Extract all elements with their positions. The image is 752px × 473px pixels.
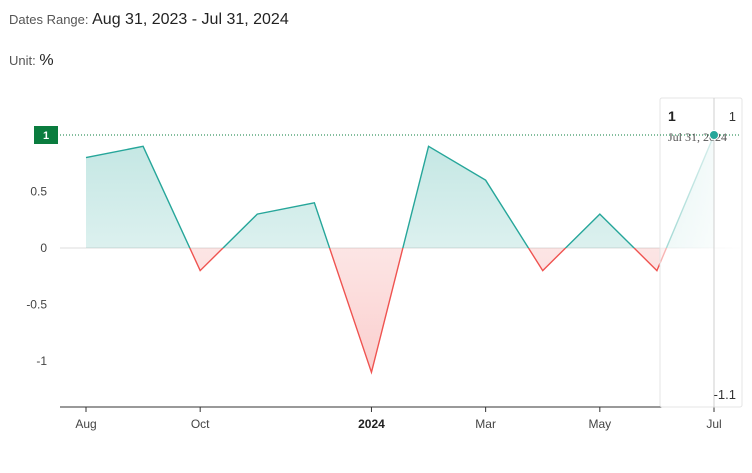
area-negative <box>86 248 714 373</box>
data-point[interactable] <box>141 144 145 148</box>
series-line-negative <box>189 248 668 375</box>
y-value-badge-text: 1 <box>43 130 49 142</box>
tooltip-value: 1 <box>668 108 676 124</box>
y-axis-ticks: 1 0.5 0 -0.5 -1 <box>26 128 47 368</box>
series-line-positive <box>85 134 715 248</box>
tooltip-panel <box>659 97 743 408</box>
data-point[interactable] <box>198 269 202 273</box>
dates-range-label: Dates Range: <box>9 12 89 27</box>
x-tick-label: Mar <box>475 417 496 431</box>
y-value-badge <box>34 126 58 144</box>
tooltip-max-label: 1 <box>729 109 736 124</box>
x-tick-label: May <box>588 417 611 431</box>
dates-range-value: Aug 31, 2023 - Jul 31, 2024 <box>92 11 289 28</box>
x-tick-label: Jul <box>706 417 721 431</box>
data-point[interactable] <box>369 370 373 374</box>
data-point[interactable] <box>484 178 488 182</box>
crosshair: 1 1 Jul 31, 2024 -1.1 1 <box>34 97 743 408</box>
data-point[interactable] <box>598 212 602 216</box>
x-tick-label: Aug <box>75 417 96 431</box>
x-tick-label: Oct <box>191 417 210 431</box>
unit-value: % <box>39 52 54 69</box>
data-point[interactable] <box>655 269 659 273</box>
y-tick-label: -0.5 <box>26 298 47 312</box>
data-point[interactable] <box>541 269 545 273</box>
data-point[interactable] <box>84 156 88 160</box>
y-tick-label: -1 <box>36 354 47 368</box>
y-tick-label: 0.5 <box>30 185 47 199</box>
data-point[interactable] <box>255 212 259 216</box>
tooltip-min-label: -1.1 <box>714 387 736 402</box>
unit-info: Unit: % <box>9 52 54 70</box>
area-positive <box>86 135 714 248</box>
unit-label: Unit: <box>9 53 36 68</box>
x-tick-label: 2024 <box>358 417 385 431</box>
data-point[interactable] <box>427 144 431 148</box>
y-tick-label: 0 <box>40 241 47 255</box>
dates-range: Dates Range: Aug 31, 2023 - Jul 31, 2024 <box>9 11 289 29</box>
x-axis-ticks: Aug Oct 2024 Mar May Jul <box>75 407 722 431</box>
crosshair-point <box>709 130 719 140</box>
data-point[interactable] <box>312 201 316 205</box>
